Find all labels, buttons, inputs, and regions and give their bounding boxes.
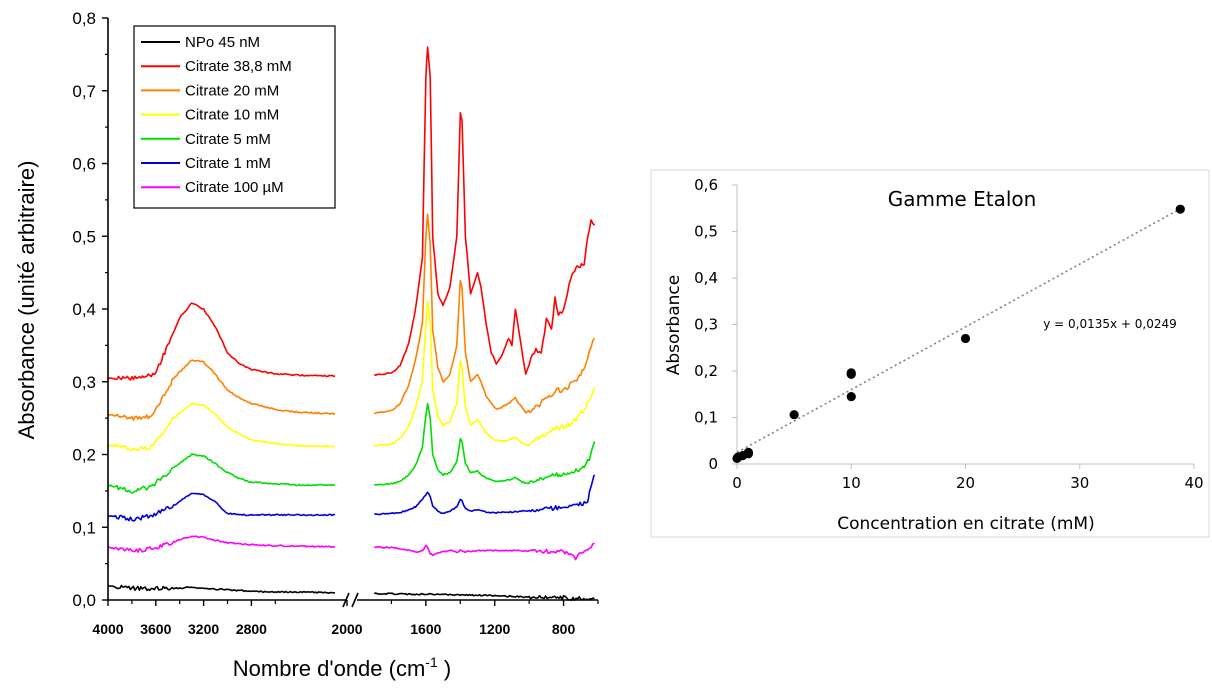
spectra-x-tick-label: 2800 [236,621,267,637]
series-line-0-segment-1 [373,592,595,602]
calibration-y-axis-label: Absorbance [664,275,684,375]
legend-label: NPo 45 nM [185,34,260,51]
calibration-point [846,391,856,402]
calibration-x-tick-label: 40 [1184,474,1203,492]
calibration-point [789,410,799,420]
spectra-y-tick-label: 0,6 [72,155,96,174]
calibration-point [846,368,856,378]
calibration-points [732,204,1185,464]
spectra-x-axis-label-end: ) [438,656,451,681]
series-line-6-segment-0 [107,535,335,553]
spectra-x-tick-label: 1200 [479,621,510,637]
calibration-chart-border [650,169,1210,538]
spectra-y-axis-label: Absorbance (unité arbitraire) [14,161,39,440]
series-line-3-segment-0 [107,402,336,451]
calibration-y-tick-label: 0,2 [694,362,718,380]
legend-label: Citrate 5 mM [185,131,271,148]
calibration-point [960,333,971,344]
series-line-2-segment-0 [108,359,336,421]
spectra-series-group [107,46,596,602]
spectra-y-ticks: 0,0 0,1 0,2 0,3 0,4 0,5 0,6 0,7 0,8 [72,9,108,610]
calibration-x-tick-label: 0 [732,474,742,492]
spectra-y-tick-label: 0,8 [72,9,96,28]
calibration-chart: 0 0,1 0,2 0,3 0,4 0,5 0,6 0 10 20 30 40 Gamme Etal… [650,169,1210,538]
spectra-x-axis-label-main: Nombre d'onde (cm [233,656,426,681]
legend-label: Citrate 20 mM [185,82,279,99]
spectra-x-tick-label: 1600 [410,621,441,637]
calibration-y-tick-label: 0,3 [694,316,718,334]
spectra-x-tick-label: 800 [552,621,576,637]
calibration-title: Gamme Etalon [888,187,1037,211]
calibration-x-axis-label: Concentration en citrate (mM) [837,514,1094,534]
axis-break-mark [351,592,359,608]
spectra-x-tick-label: 4000 [92,621,123,637]
legend-box [133,25,336,209]
spectra-y-tick-label: 0,4 [72,300,96,319]
trendline-equation: y = 0,0135x + 0,0249 [1043,317,1177,331]
spectra-x-axis-label: Nombre d'onde (cm-1 ) [233,654,451,681]
spectra-y-tick-label: 0,5 [72,227,96,246]
calibration-point [743,447,754,457]
calibration-x-tick-label: 30 [1070,474,1089,492]
spectra-y-tick-label: 0,2 [72,446,96,465]
spectra-legend: NPo 45 nM Citrate 38,8 mM Citrate 20 mM Cit… [133,25,336,209]
spectra-y-tick-label: 0,7 [72,82,96,101]
series-line-5-segment-0 [107,492,336,522]
series-line-3-segment-1 [373,300,596,447]
spectra-chart: 0,0 0,1 0,2 0,3 0,4 0,5 0,6 0,7 0,8 4000 3600 3200… [14,9,599,681]
legend-label: Citrate 100 µM [185,179,284,196]
spectra-y-tick-label: 0,3 [72,373,96,392]
calibration-y-tick-label: 0,6 [694,176,718,194]
spectra-x-tick-label: 3600 [140,621,171,637]
series-line-6-segment-1 [374,542,595,561]
spectra-x-ticks: 4000 3600 3200 2800 2000 1600 1200 800 [92,600,599,637]
calibration-y-tick-label: 0,4 [694,269,718,287]
series-line-2-segment-1 [373,213,596,415]
calibration-point [1175,204,1185,214]
spectra-y-tick-label: 0,1 [72,518,96,537]
calibration-y-ticks: 0 0,1 0,2 0,3 0,4 0,5 0,6 [694,176,737,473]
calibration-trendline [736,208,1181,454]
calibration-y-tick-label: 0,1 [694,409,718,427]
spectra-y-tick-label: 0,0 [72,591,96,610]
legend-label: Citrate 10 mM [185,107,279,124]
series-line-5-segment-1 [374,474,596,516]
axis-break-mark [342,592,350,608]
legend-entries: NPo 45 nM Citrate 38,8 mM Citrate 20 mM Cit… [141,34,292,196]
legend-label: Citrate 38,8 mM [185,58,292,75]
calibration-x-ticks: 0 10 20 30 40 [732,464,1204,492]
spectra-x-axis-label-sup: -1 [425,654,438,670]
series-line-4-segment-1 [374,402,596,486]
calibration-x-tick-label: 10 [842,474,861,492]
series-line-1-segment-0 [107,302,336,381]
series-line-4-segment-0 [107,453,336,494]
legend-label: Citrate 1 mM [185,155,271,172]
series-line-1-segment-1 [373,46,596,377]
calibration-x-tick-label: 20 [956,474,975,492]
calibration-y-tick-label: 0 [708,455,718,473]
spectra-x-tick-label: 3200 [188,621,219,637]
calibration-y-tick-label: 0,5 [694,223,718,241]
series-line-0-segment-0 [108,584,336,594]
spectra-x-tick-label: 2000 [331,621,362,637]
